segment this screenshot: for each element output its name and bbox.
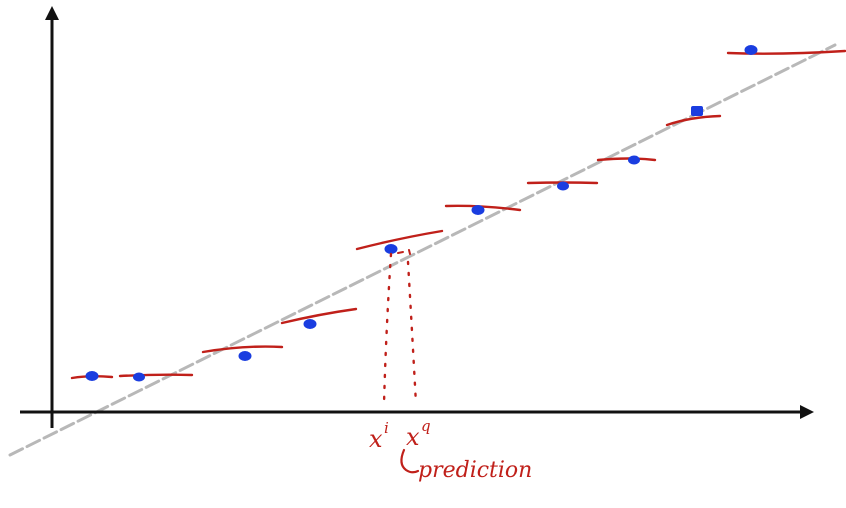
guide-line-xq <box>406 260 418 406</box>
point-marks <box>397 249 411 255</box>
data-point <box>628 155 640 165</box>
prediction-pointer <box>400 448 420 474</box>
x-axis-arrowhead <box>800 405 814 419</box>
data-point <box>238 351 252 361</box>
annotation-xi: x i <box>369 419 389 453</box>
local-fit-segment-4 <box>280 307 358 325</box>
xq-superscript: q <box>421 417 431 435</box>
xi-label: x <box>369 425 383 453</box>
data-point <box>133 372 145 382</box>
data-points <box>85 45 758 382</box>
axes <box>20 6 814 428</box>
local-fit-segment-10 <box>726 49 846 55</box>
data-point <box>471 205 485 215</box>
data-point <box>557 181 569 191</box>
prediction-label: prediction <box>418 458 532 483</box>
data-point <box>85 371 99 381</box>
local-fit-segment-8 <box>596 157 657 162</box>
xi-superscript: i <box>384 419 389 437</box>
guide-line-xi <box>382 252 393 406</box>
data-point <box>384 244 398 254</box>
local-fit-segment-2 <box>118 373 194 378</box>
local-fit-segment-3 <box>201 345 284 354</box>
local-fit-segment-5 <box>355 229 444 251</box>
guide-lines <box>382 252 418 406</box>
data-point <box>691 106 703 116</box>
local-fit-segment-9 <box>665 114 722 127</box>
local-fit-segments <box>70 49 846 380</box>
data-point <box>303 319 317 329</box>
y-axis-arrowhead <box>45 6 59 20</box>
xq-label: x <box>406 423 420 451</box>
trend-line <box>8 43 837 457</box>
annotation-xq: x q <box>406 417 431 451</box>
data-point <box>744 45 758 55</box>
